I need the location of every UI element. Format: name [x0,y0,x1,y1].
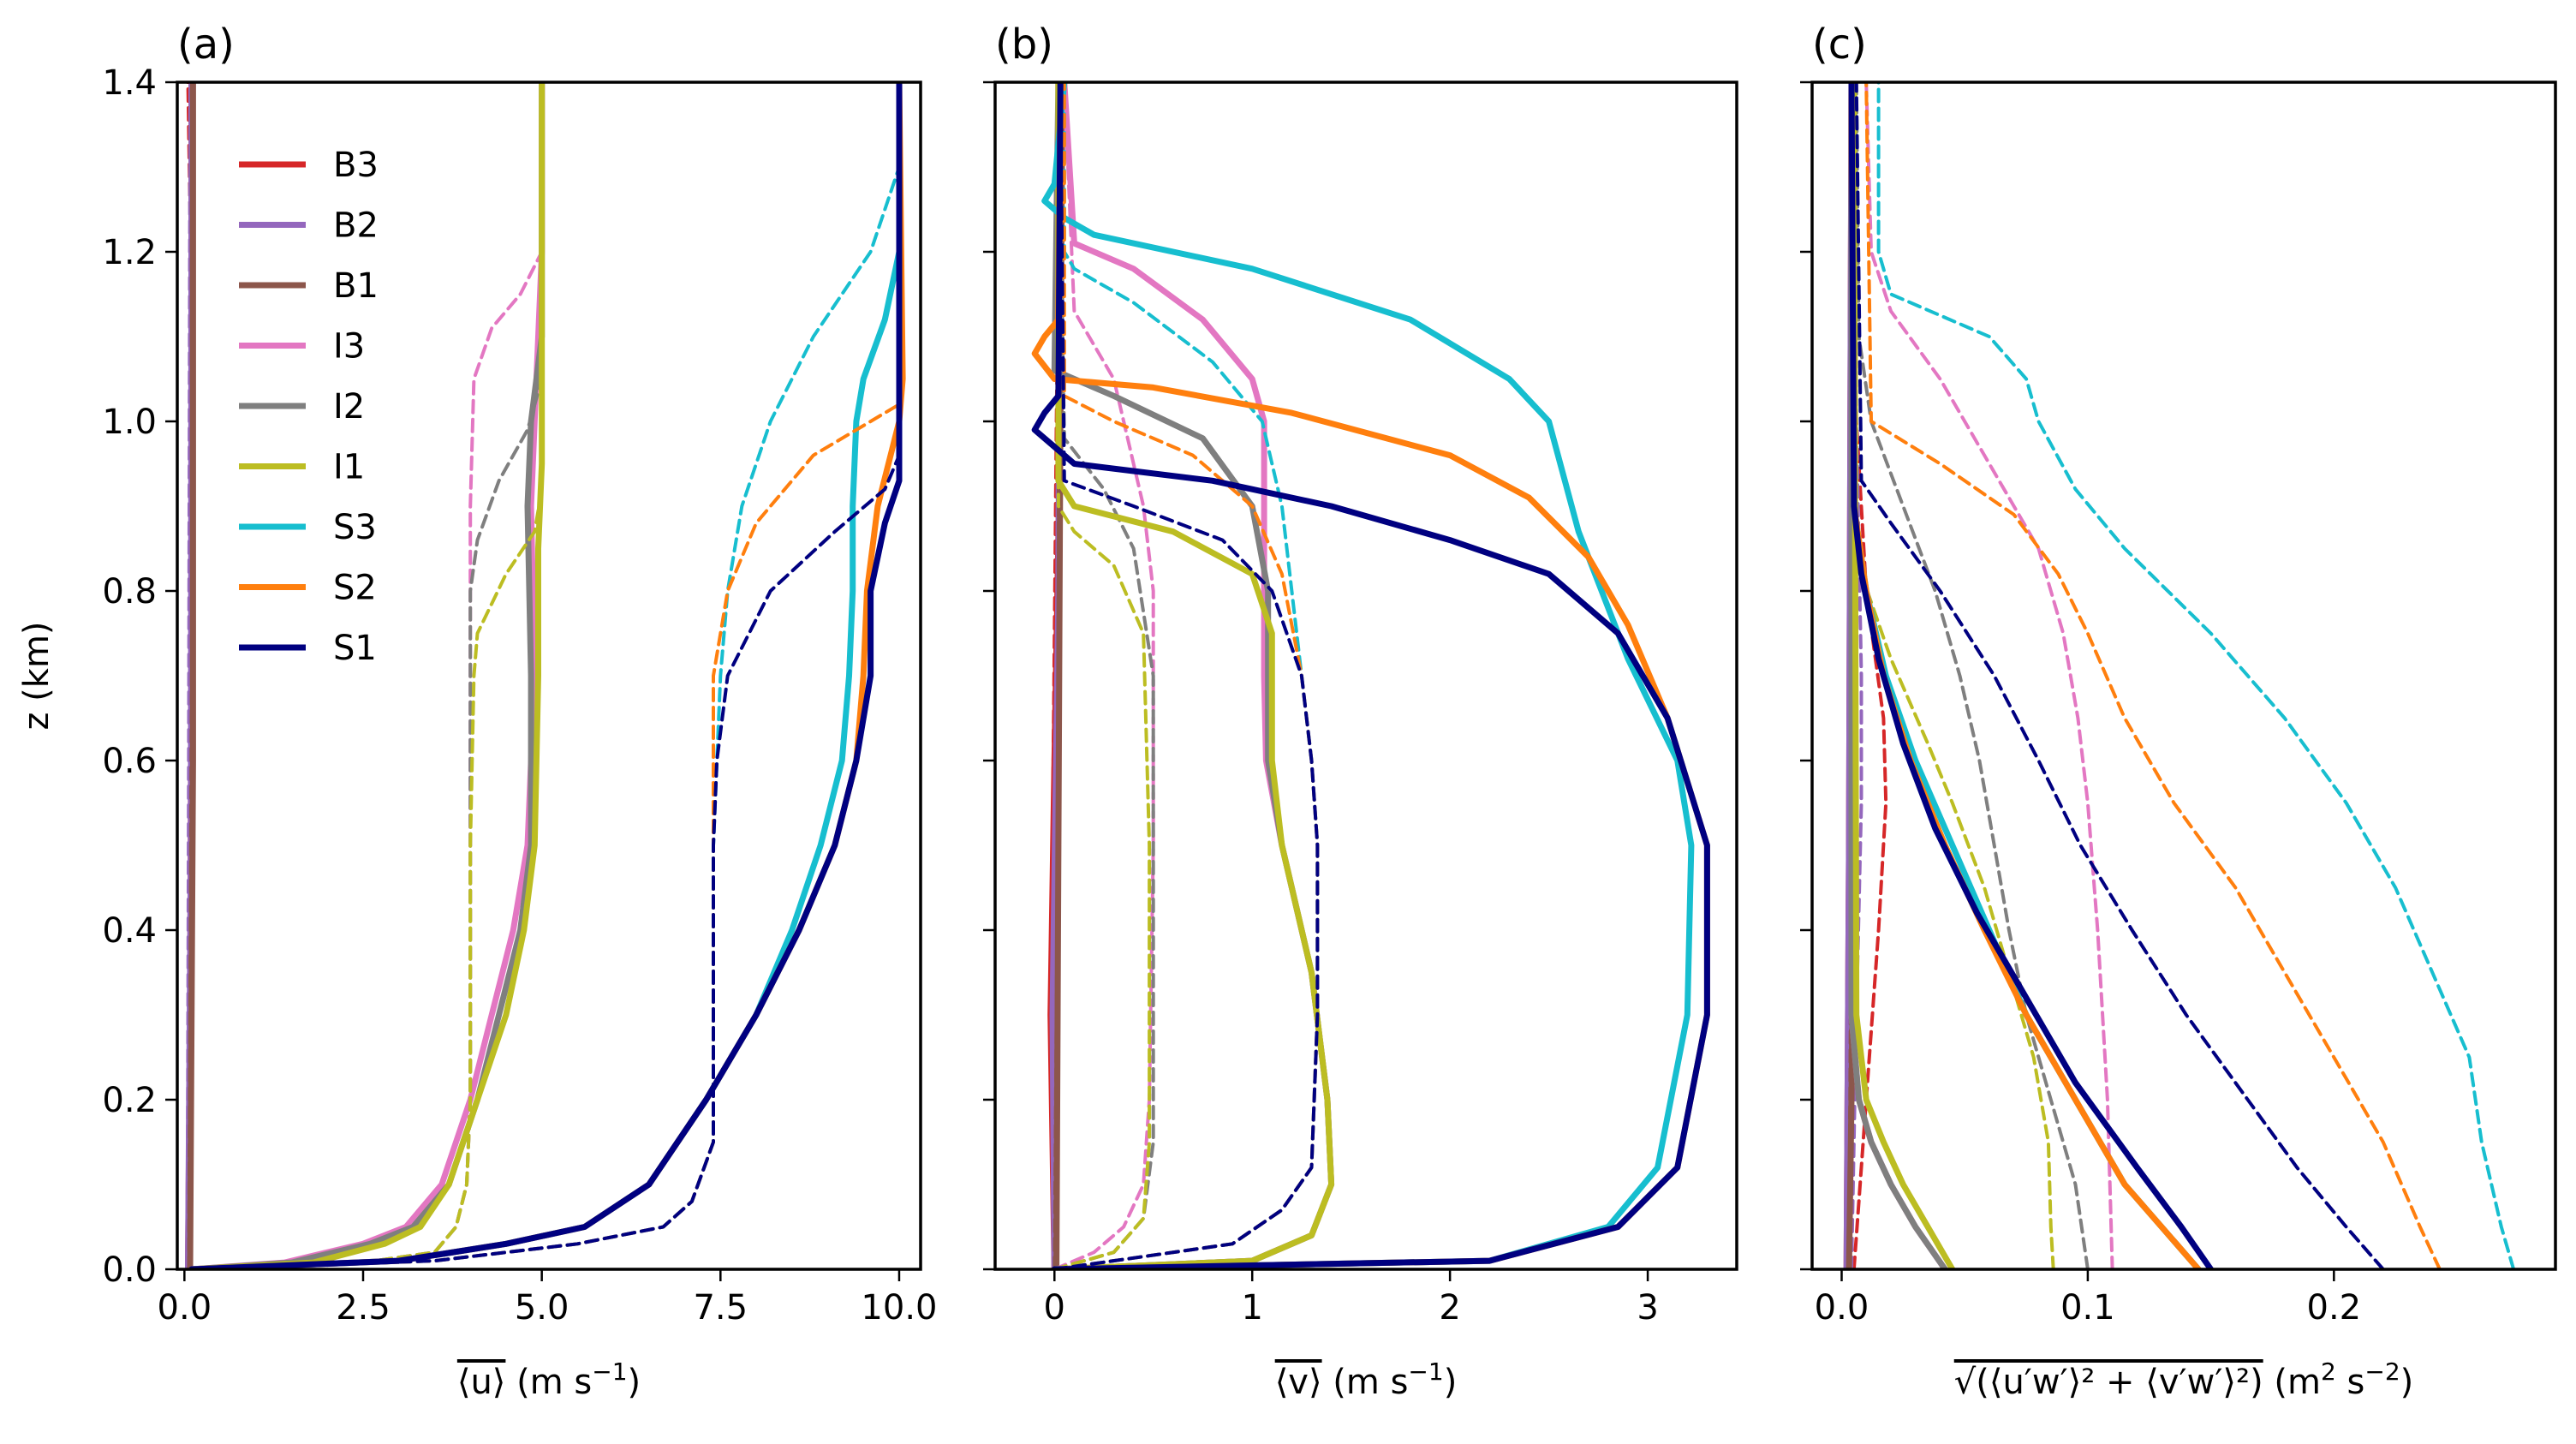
series-line-s3-dashed [1876,82,2516,1269]
series-line-i1-solid [1851,82,1956,1269]
panel-label: (a) [177,21,235,69]
series-line-s3-solid [188,82,903,1269]
series-line-i3-dashed [1864,82,2114,1269]
series-line-s2-solid [1848,82,2202,1269]
x-tick-label: 0.1 [2060,1288,2115,1328]
axes-frame [176,81,922,1271]
panel-label: (c) [1812,21,1867,69]
legend-label-b3: B3 [333,146,379,185]
series-group [1031,82,1710,1269]
legend-label-i2: I2 [333,387,365,427]
series-line-i2-solid [188,82,546,1269]
legend-label-b1: B1 [333,266,379,306]
series-line-i2-solid [1051,82,1335,1269]
series-line-i3-solid [1051,82,1335,1269]
x-tick-label: 2.5 [336,1288,391,1328]
series-line-s1-dashed [189,82,901,1269]
y-tick-label: 0.6 [102,742,157,781]
series-line-b1-dashed [187,82,194,1269]
series-line-i3-dashed [189,82,544,1269]
x-axis-label: ⟨u⟩ (m s−1) [457,1357,641,1402]
y-tick-label: 1.2 [102,233,157,272]
series-line-s1-solid [1848,82,2215,1269]
series-line-i3-solid [188,82,546,1269]
x-tick-label: 10.0 [861,1288,937,1328]
x-tick-label: 7.5 [693,1288,748,1328]
series-group [185,82,906,1269]
x-tick-label: 0.0 [158,1288,212,1328]
y-tick-label: 1.4 [102,63,157,103]
series-line-s3-dashed [189,82,901,1269]
y-tick-label: 1.0 [102,403,157,442]
legend-label-s1: S1 [333,629,377,668]
legend-label-i3: I3 [333,327,365,367]
series-line-s2-dashed [1052,82,1320,1269]
x-axis-label: ⟨v⟩ (m s−1) [1275,1357,1458,1402]
y-axis-label: z (km) [17,621,57,730]
series-line-s2-solid [1031,82,1710,1269]
series-line-s1-dashed [1052,82,1320,1269]
x-tick-label: 0.2 [2307,1288,2362,1328]
y-tick-label: 0.2 [102,1081,157,1120]
x-tick-label: 2 [1439,1288,1460,1328]
panel-c: 0.0 0.1 0.2 (c) √(⟨u′w′⟩² + ⟨v′w′⟩²) (m2 s−2… [1800,21,2557,1402]
series-line-s2-dashed [189,82,901,1269]
legend-label-b2: B2 [333,206,379,246]
y-tick-label: 0.4 [102,911,157,951]
series-line-i1-dashed [1052,82,1152,1269]
series-line-i2-dashed [1052,82,1155,1269]
series-line-s2-solid [188,82,906,1269]
series-line-i2-dashed [1854,82,2090,1269]
series-line-b2-dashed [185,82,192,1269]
legend-label-s3: S3 [333,508,377,547]
series-line-s3-solid [1041,82,1695,1269]
axes-frame [1810,81,2557,1271]
x-tick-label: 5.0 [515,1288,569,1328]
panel-b: 0 1 2 3 (b) ⟨v⟩ (m s−1) [983,21,1738,1402]
y-tick-label: 0.8 [102,572,157,612]
x-tick-label: 3 [1637,1288,1658,1328]
x-tick-label: 1 [1241,1288,1262,1328]
axes-frame [993,81,1738,1271]
x-tick-label: 0 [1044,1288,1065,1328]
series-line-s3-dashed [1052,82,1320,1269]
series-line-s1-solid [188,82,903,1269]
x-axis-label: √(⟨u′w′⟩² + ⟨v′w′⟩²) (m2 s−2) [1954,1357,2414,1402]
series-line-s3-solid [1848,82,2202,1269]
series-line-s1-solid [1031,82,1710,1269]
series-line-s1-dashed [1854,82,2385,1269]
panel-a: 0.0 2.5 5.0 7.5 10.0 0.0 0.2 0.4 0.6 0.8 1.0 1.2 1.4… [17,21,937,1402]
x-tick-label: 0.0 [1815,1288,1869,1328]
series-line-i1-solid [188,82,546,1269]
legend-label-s2: S2 [333,569,377,608]
series-line-i1-dashed [189,82,544,1269]
series-line-i2-solid [1848,82,1948,1269]
panel-label: (b) [995,21,1053,69]
series-line-i2-dashed [189,82,544,1269]
series-line-i3-dashed [1052,82,1155,1269]
legend-label-i1: I1 [333,448,365,487]
series-group [1843,82,2516,1269]
legend: B3 B2 B1 I3 I2 I1 S3 S2 S1 [239,146,379,668]
series-line-i1-solid [1051,82,1335,1269]
y-tick-label: 0.0 [102,1250,157,1290]
series-line-s2-dashed [1864,82,2442,1269]
